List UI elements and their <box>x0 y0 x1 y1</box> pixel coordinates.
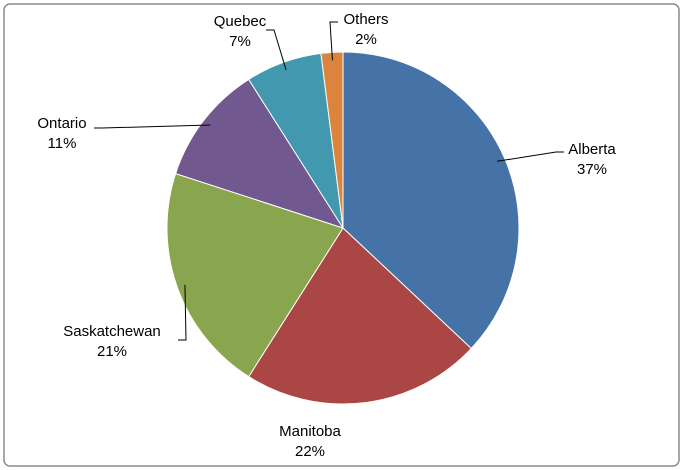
slice-label: Manitoba <box>279 423 341 440</box>
slice-label: Quebec <box>214 13 267 30</box>
slice-label: Others <box>343 11 388 28</box>
leader-line <box>266 29 287 71</box>
leader-line <box>94 124 211 129</box>
pie-slice <box>342 51 520 350</box>
slice-label: Ontario <box>37 115 86 132</box>
slice-value-label: 37% <box>577 161 607 178</box>
leader-line <box>178 284 187 341</box>
slice-value-label: 7% <box>229 33 251 50</box>
pie-slice <box>166 172 344 378</box>
pie-slice <box>248 227 473 405</box>
slice-value-label: 2% <box>355 31 377 48</box>
leader-line <box>329 21 338 61</box>
slice-label: Saskatchewan <box>63 323 161 340</box>
slice-label: Alberta <box>568 141 616 158</box>
leader-line <box>497 151 564 162</box>
slice-value-label: 21% <box>97 343 127 360</box>
pie-slice <box>174 78 345 229</box>
slice-value-label: 22% <box>295 443 325 460</box>
slice-value-label: 11% <box>48 135 77 152</box>
